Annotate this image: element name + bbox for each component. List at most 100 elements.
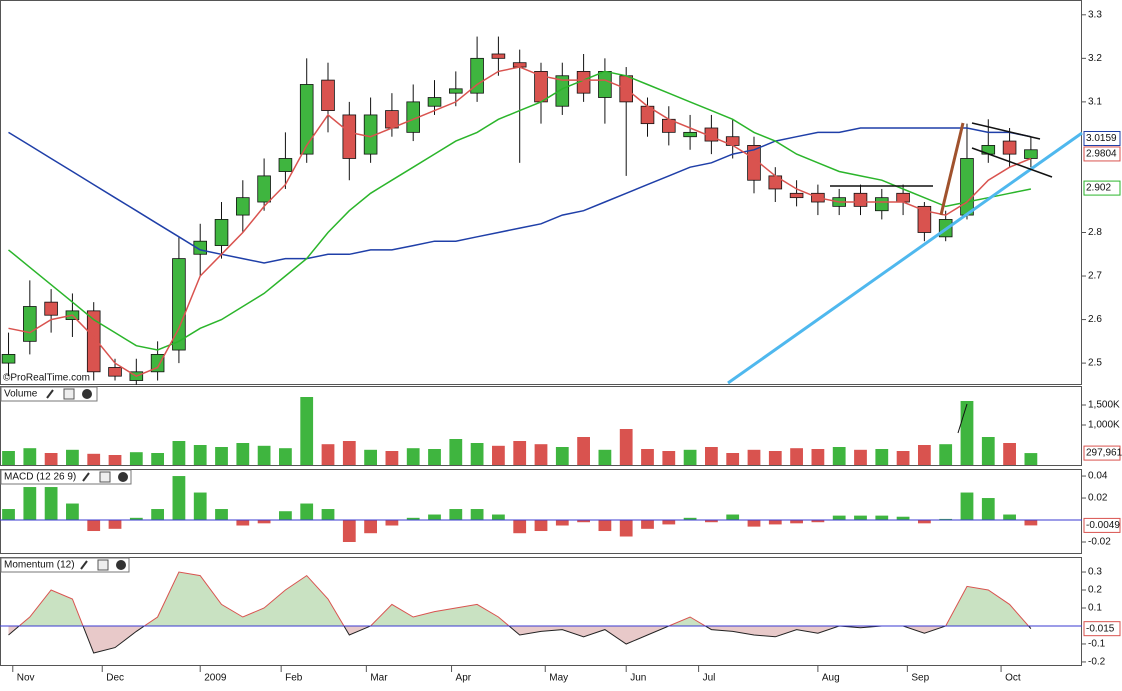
candle-body <box>321 79 335 111</box>
candle-body <box>853 192 868 207</box>
moving-average <box>8 127 1032 264</box>
bar <box>917 445 931 465</box>
x-tick-label: 2009 <box>204 673 227 684</box>
x-tick-label: Apr <box>456 673 472 684</box>
bar <box>321 444 335 465</box>
bar <box>726 453 740 465</box>
channel-line <box>971 147 1053 178</box>
y-tick-label: 2.6 <box>1088 314 1102 325</box>
last-value-label: 297,961 <box>1086 448 1122 459</box>
bar <box>768 520 782 525</box>
candle-body <box>491 53 506 59</box>
bar <box>896 516 910 521</box>
bar <box>555 520 569 526</box>
bar <box>981 498 995 521</box>
bar <box>2 451 15 465</box>
bar <box>449 509 463 521</box>
bar <box>641 449 654 465</box>
last-value-box <box>1083 621 1121 637</box>
window-icon[interactable] <box>99 471 111 483</box>
bar <box>108 455 122 465</box>
window-icon[interactable] <box>63 388 75 400</box>
moving-average <box>8 66 1032 378</box>
bar <box>492 445 505 465</box>
bar <box>662 451 676 465</box>
bar <box>854 515 867 521</box>
bar <box>215 447 228 465</box>
window-icon[interactable] <box>97 559 109 571</box>
volume-mark <box>957 403 968 434</box>
close-icon[interactable] <box>118 472 128 482</box>
bar <box>66 449 79 465</box>
settings-icon[interactable] <box>82 472 90 482</box>
last-value-box <box>1083 130 1121 146</box>
bar <box>1024 520 1038 526</box>
bar <box>108 520 122 529</box>
bar <box>555 447 569 465</box>
bar <box>939 518 953 521</box>
channel-line <box>971 122 1041 140</box>
candle-body <box>449 88 463 94</box>
bar <box>342 520 356 543</box>
bar <box>832 515 846 521</box>
bar <box>129 517 143 521</box>
candle-body <box>683 131 697 138</box>
y-tick-label: 0.04 <box>1088 471 1108 482</box>
candle-body <box>342 114 357 159</box>
settings-icon[interactable] <box>80 560 88 570</box>
last-value-label: -0.0049 <box>1086 520 1120 531</box>
last-value-label: 2.902 <box>1086 183 1111 194</box>
bar <box>406 517 420 521</box>
bar <box>44 487 58 521</box>
bar <box>364 520 377 534</box>
bar <box>534 444 548 465</box>
plot <box>0 36 1082 654</box>
bar <box>151 453 165 465</box>
moving-average <box>8 70 1032 351</box>
bar <box>790 520 803 524</box>
candle-body <box>960 158 974 216</box>
bar <box>279 511 292 521</box>
bar <box>342 441 356 465</box>
momentum-frame <box>0 557 1082 666</box>
macd-frame <box>0 469 1082 554</box>
settings-icon[interactable] <box>46 389 54 399</box>
bar <box>598 520 612 532</box>
bar <box>300 503 314 521</box>
close-icon[interactable] <box>116 560 126 570</box>
bar <box>279 448 292 465</box>
candle-body <box>150 353 165 373</box>
trend-line <box>727 131 1083 385</box>
close-icon[interactable] <box>82 389 92 399</box>
panel-title: Volume <box>4 389 38 400</box>
candle-body <box>1024 149 1038 159</box>
bar <box>534 520 548 532</box>
price-frame <box>0 0 1082 385</box>
y-tick-label: 2.8 <box>1088 227 1102 238</box>
last-value-box <box>1083 146 1121 162</box>
bar <box>662 520 676 525</box>
bar <box>577 437 590 465</box>
candle-body <box>598 71 612 98</box>
annotations <box>727 122 1083 434</box>
y-tick-label: 0.2 <box>1088 585 1102 596</box>
bar <box>981 437 995 465</box>
bar <box>172 441 186 465</box>
axes: 2.5 2.6 2.7 2.8 3.1 3.2 3.3 3.0159 2.902 2.9804 1,… <box>12 9 1122 684</box>
panel-title: MACD (12 26 9) <box>4 472 76 483</box>
x-tick-label: Sep <box>911 673 929 684</box>
candle-body <box>278 158 293 172</box>
candle-body <box>789 192 804 199</box>
bar <box>428 514 441 521</box>
candle-body <box>896 192 910 203</box>
bar <box>23 448 37 465</box>
bar <box>917 520 931 524</box>
momentum-area <box>8 572 1031 626</box>
x-tick-label: Aug <box>822 673 840 684</box>
candle-body <box>23 306 37 342</box>
bar <box>236 443 250 465</box>
bar <box>193 492 207 521</box>
bar <box>811 520 825 523</box>
bar <box>875 449 889 465</box>
